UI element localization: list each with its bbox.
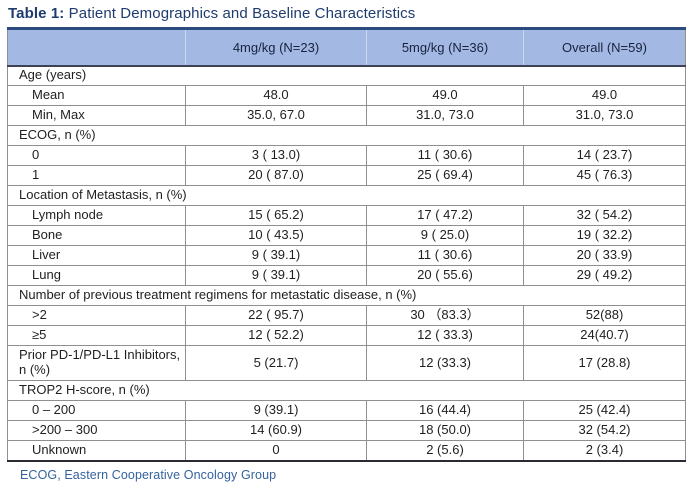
- value-cell: 17 ( 47.2): [366, 205, 524, 226]
- value-cell: 18 (50.0): [366, 420, 524, 441]
- value-cell: 25 ( 69.4): [366, 165, 524, 186]
- section-label: Number of previous treatment regimens fo…: [7, 285, 686, 306]
- row-label: Lymph node: [7, 205, 186, 226]
- row-label: Unknown: [7, 440, 186, 462]
- table-row: Min, Max 35.0, 67.0 31.0, 73.0 31.0, 73.0: [7, 105, 686, 126]
- table-title-prefix: Table 1:: [8, 5, 65, 22]
- value-cell: 20 ( 55.6): [366, 265, 524, 286]
- table-row: ≥5 12 ( 52.2) 12 ( 33.3) 24(40.7): [7, 325, 686, 346]
- value-cell: 0: [185, 440, 367, 462]
- value-cell: 12 ( 52.2): [185, 325, 367, 346]
- value-cell: 45 ( 76.3): [523, 165, 686, 186]
- section-row: Number of previous treatment regimens fo…: [7, 285, 686, 306]
- row-label: ≥5: [7, 325, 186, 346]
- header-cell-5mgkg: 5mg/kg (N=36): [366, 27, 524, 67]
- value-cell: 49.0: [366, 85, 524, 106]
- value-cell: 11 ( 30.6): [366, 145, 524, 166]
- section-row: TROP2 H-score, n (%): [7, 380, 686, 401]
- table-row: Unknown 0 2 (5.6) 2 (3.4): [7, 440, 686, 462]
- value-cell: 3 ( 13.0): [185, 145, 367, 166]
- table-footnote: ECOG, Eastern Cooperative Oncology Group: [20, 467, 277, 482]
- table-row: >200 – 300 14 (60.9) 18 (50.0) 32 (54.2): [7, 420, 686, 441]
- table-row: Prior PD-1/PD-L1 Inhibitors, n (%) 5 (21.…: [7, 345, 686, 381]
- value-cell: 16 (44.4): [366, 400, 524, 421]
- table-row: Lymph node 15 ( 65.2) 17 ( 47.2) 32 ( 54.2): [7, 205, 686, 226]
- table-row: 1 20 ( 87.0) 25 ( 69.4) 45 ( 76.3): [7, 165, 686, 186]
- value-cell: 31.0, 73.0: [366, 105, 524, 126]
- table-row: Bone 10 ( 43.5) 9 ( 25.0) 19 ( 32.2): [7, 225, 686, 246]
- value-cell: 11 ( 30.6): [366, 245, 524, 266]
- value-cell: 9 ( 25.0): [366, 225, 524, 246]
- section-label: ECOG, n (%): [7, 125, 686, 146]
- section-label: Age (years): [7, 65, 686, 86]
- value-cell: 52(88): [523, 305, 686, 326]
- value-cell: 29 ( 49.2): [523, 265, 686, 286]
- header-cell-4mgkg: 4mg/kg (N=23): [185, 27, 367, 67]
- value-cell: 5 (21.7): [185, 345, 367, 381]
- value-cell: 32 (54.2): [523, 420, 686, 441]
- row-label: Liver: [7, 245, 186, 266]
- table-row: Lung 9 ( 39.1) 20 ( 55.6) 29 ( 49.2): [7, 265, 686, 286]
- value-cell: 32 ( 54.2): [523, 205, 686, 226]
- value-cell: 30 （83.3）: [366, 305, 524, 326]
- value-cell: 2 (5.6): [366, 440, 524, 462]
- section-row: Location of Metastasis, n (%): [7, 185, 686, 206]
- value-cell: 35.0, 67.0: [185, 105, 367, 126]
- row-label: >2: [7, 305, 186, 326]
- header-cell-overall: Overall (N=59): [523, 27, 686, 67]
- table-row: >2 22 ( 95.7) 30 （83.3） 52(88): [7, 305, 686, 326]
- table-title-text: Patient Demographics and Baseline Charac…: [64, 5, 416, 22]
- value-cell: 49.0: [523, 85, 686, 106]
- row-label: Lung: [7, 265, 186, 286]
- value-cell: 10 ( 43.5): [185, 225, 367, 246]
- value-cell: 17 (28.8): [523, 345, 686, 381]
- row-label: Mean: [7, 85, 186, 106]
- value-cell: 14 ( 23.7): [523, 145, 686, 166]
- table-row: Liver 9 ( 39.1) 11 ( 30.6) 20 ( 33.9): [7, 245, 686, 266]
- table-row: 0 – 200 9 (39.1) 16 (44.4) 25 (42.4): [7, 400, 686, 421]
- value-cell: 2 (3.4): [523, 440, 686, 462]
- row-label: >200 – 300: [7, 420, 186, 441]
- row-label: 1: [7, 165, 186, 186]
- value-cell: 12 ( 33.3): [366, 325, 524, 346]
- section-label: TROP2 H-score, n (%): [7, 380, 686, 401]
- table-row: Mean 48.0 49.0 49.0: [7, 85, 686, 106]
- value-cell: 24(40.7): [523, 325, 686, 346]
- row-label: Min, Max: [7, 105, 186, 126]
- value-cell: 31.0, 73.0: [523, 105, 686, 126]
- value-cell: 9 (39.1): [185, 400, 367, 421]
- value-cell: 14 (60.9): [185, 420, 367, 441]
- value-cell: 9 ( 39.1): [185, 245, 367, 266]
- row-label: Prior PD-1/PD-L1 Inhibitors, n (%): [7, 345, 186, 381]
- value-cell: 20 ( 87.0): [185, 165, 367, 186]
- value-cell: 9 ( 39.1): [185, 265, 367, 286]
- row-label: 0 – 200: [7, 400, 186, 421]
- demographics-table: 4mg/kg (N=23) 5mg/kg (N=36) Overall (N=5…: [7, 27, 686, 462]
- value-cell: 25 (42.4): [523, 400, 686, 421]
- value-cell: 15 ( 65.2): [185, 205, 367, 226]
- header-row: 4mg/kg (N=23) 5mg/kg (N=36) Overall (N=5…: [7, 27, 686, 67]
- value-cell: 20 ( 33.9): [523, 245, 686, 266]
- table-title: Table 1: Patient Demographics and Baseli…: [8, 5, 694, 22]
- section-row: Age (years): [7, 65, 686, 86]
- header-cell-empty: [7, 27, 186, 67]
- section-row: ECOG, n (%): [7, 125, 686, 146]
- section-label: Location of Metastasis, n (%): [7, 185, 686, 206]
- value-cell: 19 ( 32.2): [523, 225, 686, 246]
- value-cell: 12 (33.3): [366, 345, 524, 381]
- table-body: Age (years) Mean 48.0 49.0 49.0 Min, Max 35.0,…: [7, 65, 686, 462]
- value-cell: 22 ( 95.7): [185, 305, 367, 326]
- value-cell: 48.0: [185, 85, 367, 106]
- row-label: Bone: [7, 225, 186, 246]
- row-label: 0: [7, 145, 186, 166]
